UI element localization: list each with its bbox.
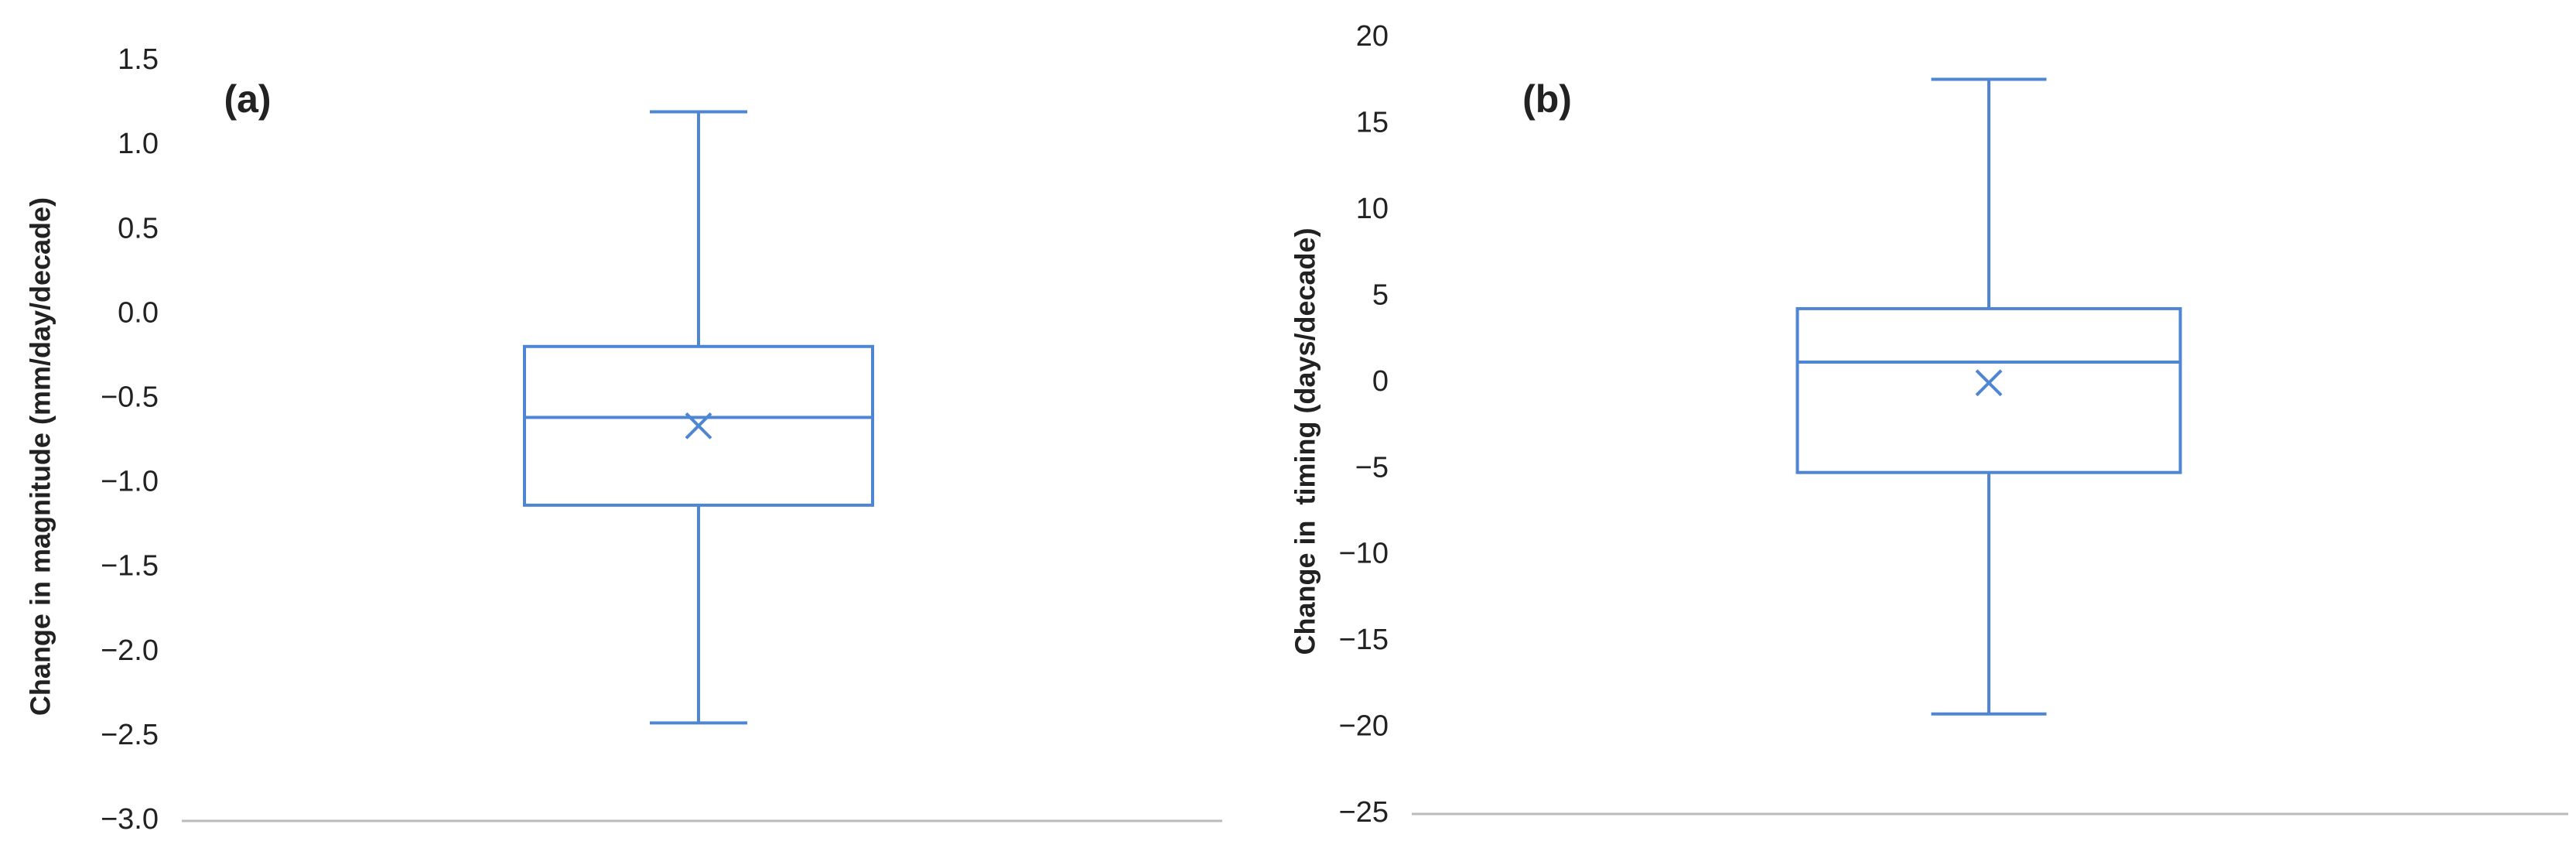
annotation: (a): [224, 77, 271, 121]
y-axis-label: Change in timing (days/decade): [1290, 227, 1321, 655]
y-tick-label: 1.0: [118, 128, 159, 160]
y-tick-label: −20: [1339, 710, 1389, 743]
y-tick-label: 0: [1372, 365, 1389, 398]
y-tick-label: 15: [1356, 106, 1389, 138]
y-tick-label: −10: [1339, 538, 1389, 570]
y-tick-label: −25: [1339, 796, 1389, 829]
annotation: (b): [1522, 77, 1572, 121]
y-tick-label: 5: [1372, 279, 1389, 311]
y-axis-label: Change in magnitude (mm/day/decade): [25, 197, 56, 716]
mean-marker: [1975, 369, 2003, 397]
y-tick-label: −5: [1355, 451, 1389, 484]
mean-marker: [685, 412, 712, 439]
y-tick-label: 20: [1356, 20, 1389, 53]
y-tick-label: −15: [1339, 624, 1389, 656]
y-tick-label: 10: [1356, 193, 1389, 225]
y-tick-label: −2.5: [101, 719, 159, 751]
y-tick-label: −3.0: [101, 803, 159, 836]
y-tick-label: 0.5: [118, 212, 159, 244]
y-tick-label: −1.5: [101, 550, 159, 583]
y-tick-label: 0.0: [118, 296, 159, 329]
y-tick-label: −2.0: [101, 634, 159, 667]
y-tick-label: −0.5: [101, 381, 159, 413]
box: [523, 344, 874, 507]
y-tick-label: −1.0: [101, 466, 159, 498]
y-tick-label: 1.5: [118, 43, 159, 76]
box: [1795, 306, 2182, 474]
